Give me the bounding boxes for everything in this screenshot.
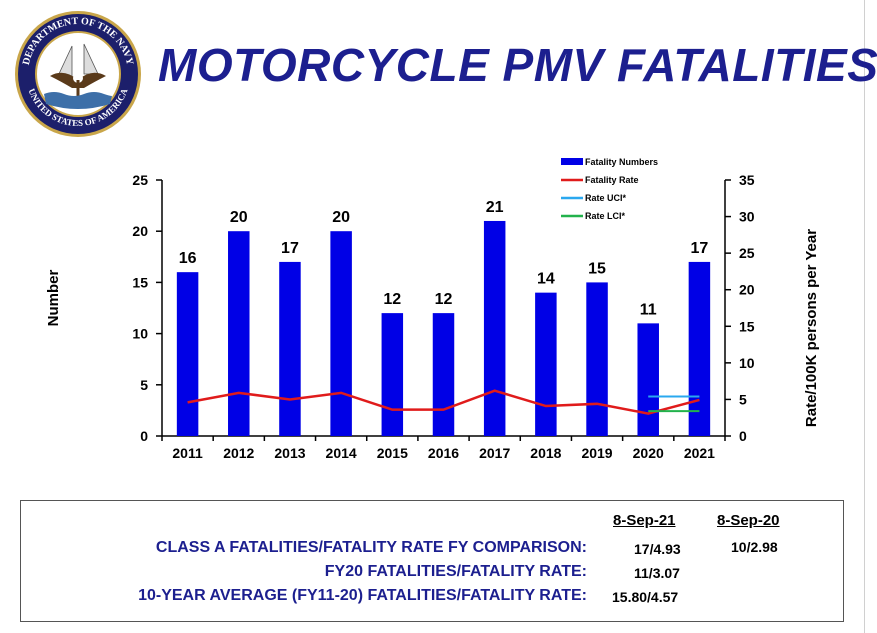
x-axis-tick-label: 2018 bbox=[530, 445, 561, 461]
right-axis-tick-label: 5 bbox=[739, 391, 747, 407]
comparison-table bbox=[20, 500, 844, 622]
bar-data-label: 20 bbox=[230, 209, 248, 226]
x-axis-tick-label: 2020 bbox=[633, 445, 664, 461]
fatality-rate-line bbox=[187, 389, 700, 415]
bar-data-label: 15 bbox=[588, 260, 606, 277]
bar bbox=[279, 261, 301, 436]
bar-data-label: 17 bbox=[281, 240, 299, 257]
x-axis-tick-label: 2014 bbox=[326, 445, 357, 461]
bar-data-label: 17 bbox=[691, 240, 709, 257]
bar-data-label: 12 bbox=[383, 291, 401, 308]
right-axis-tick-label: 25 bbox=[739, 245, 755, 261]
x-axis-tick-label: 2012 bbox=[223, 445, 254, 461]
bar-data-label: 20 bbox=[332, 209, 350, 226]
bar bbox=[228, 231, 250, 436]
bar bbox=[381, 313, 404, 436]
left-axis-tick-label: 10 bbox=[132, 326, 148, 342]
x-axis-tick-label: 2011 bbox=[172, 445, 203, 461]
left-axis-tick-label: 5 bbox=[140, 377, 148, 393]
row-label-fy-comparison: CLASS A FATALITIES/FATALITY RATE FY COMP… bbox=[155, 539, 587, 556]
bar-data-label: 14 bbox=[537, 271, 555, 288]
y2-axis-title: Rate/100K persons per Year bbox=[803, 229, 820, 427]
legend-label: Fatality Rate bbox=[585, 175, 639, 185]
col-header-current: 8-Sep-21 bbox=[613, 512, 676, 529]
x-axis-tick-label: 2013 bbox=[274, 445, 305, 461]
bar bbox=[483, 220, 506, 436]
left-axis-tick-label: 25 bbox=[132, 172, 148, 188]
legend-swatch-bar bbox=[561, 158, 583, 165]
bar bbox=[176, 272, 199, 436]
bar bbox=[637, 323, 659, 436]
row-value-prior: 10/2.98 bbox=[731, 539, 778, 555]
legend-label: Rate LCI* bbox=[585, 211, 626, 221]
bar bbox=[586, 282, 608, 436]
bar-data-label: 12 bbox=[435, 291, 453, 308]
bar-data-label: 11 bbox=[640, 301, 657, 318]
x-axis-tick-label: 2016 bbox=[428, 445, 459, 461]
bar-data-label: 16 bbox=[179, 250, 197, 267]
x-axis-tick-label: 2017 bbox=[479, 445, 510, 461]
row-label-10yr-average: 10-YEAR AVERAGE (FY11-20) FATALITIES/FAT… bbox=[138, 587, 587, 604]
x-axis-tick-label: 2021 bbox=[684, 445, 715, 461]
left-axis-tick-label: 20 bbox=[132, 223, 148, 239]
bar bbox=[432, 313, 455, 436]
row-value-fy20: 11/3.07 bbox=[634, 565, 680, 581]
bar bbox=[535, 292, 557, 436]
bar bbox=[330, 231, 352, 436]
navy-seal-logo: DEPARTMENT OF THE NAVY UNITED STATES OF … bbox=[15, 11, 141, 137]
page-edge-rule bbox=[864, 0, 865, 633]
right-axis-tick-label: 15 bbox=[739, 318, 755, 334]
y-axis-title: Number bbox=[45, 270, 62, 327]
row-value-10yr-average: 15.80/4.57 bbox=[612, 589, 679, 605]
legend-label: Fatality Numbers bbox=[585, 157, 658, 167]
left-axis-tick-label: 15 bbox=[132, 274, 148, 290]
page-title: MOTORCYCLE PMV FATALITIES bbox=[158, 39, 877, 91]
legend-label: Rate UCI* bbox=[585, 193, 627, 203]
col-header-prior: 8-Sep-20 bbox=[717, 512, 780, 529]
left-axis-tick-label: 0 bbox=[140, 428, 148, 444]
right-axis-tick-label: 20 bbox=[739, 282, 755, 298]
right-axis-tick-label: 0 bbox=[739, 428, 747, 444]
right-axis-tick-label: 10 bbox=[739, 355, 755, 371]
bar-data-label: 21 bbox=[486, 199, 504, 216]
bar bbox=[688, 261, 711, 436]
right-axis-tick-label: 35 bbox=[739, 172, 755, 188]
x-axis-tick-label: 2019 bbox=[581, 445, 612, 461]
row-label-fy20: FY20 FATALITIES/FATALITY RATE: bbox=[324, 563, 587, 580]
row-value-current: 17/4.93 bbox=[634, 541, 681, 557]
x-axis-tick-label: 2015 bbox=[377, 445, 408, 461]
right-axis-tick-label: 30 bbox=[739, 209, 755, 225]
